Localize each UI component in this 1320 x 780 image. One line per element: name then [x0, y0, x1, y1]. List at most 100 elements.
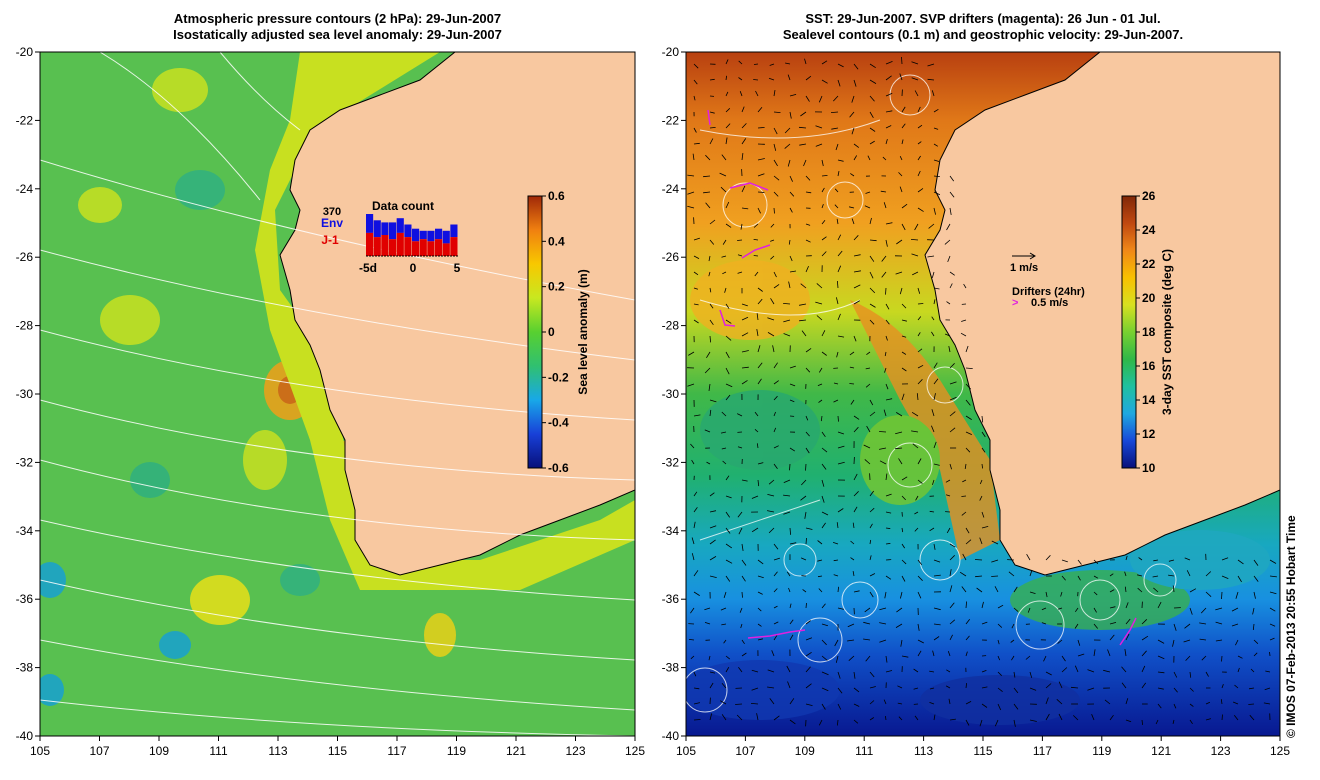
- velocity-arrow: [725, 319, 732, 324]
- velocity-arrow: [801, 479, 807, 486]
- velocity-arrow: [741, 366, 749, 369]
- velocity-arrow: [789, 270, 797, 273]
- inset-bar-j1: [427, 241, 435, 256]
- velocity-arrow: [725, 543, 733, 549]
- velocity-arrow: [723, 591, 727, 599]
- velocity-arrow: [853, 254, 861, 257]
- velocity-arrow: [768, 479, 775, 485]
- velocity-arrow: [946, 527, 951, 534]
- velocity-arrow: [885, 493, 892, 497]
- velocity-arrow: [1125, 618, 1131, 625]
- velocity-arrow: [949, 543, 956, 548]
- velocity-arrow: [850, 399, 855, 405]
- left-map: [40, 52, 635, 736]
- velocity-arrow: [693, 319, 699, 324]
- velocity-arrow: [949, 555, 955, 561]
- velocity-arrow: [1269, 637, 1275, 641]
- velocity-arrow: [757, 207, 761, 214]
- velocity-arrow: [851, 95, 855, 103]
- velocity-arrow: [1221, 714, 1223, 721]
- velocity-arrow: [821, 671, 829, 676]
- velocity-arrow: [1093, 607, 1097, 613]
- velocity-arrow: [756, 443, 759, 449]
- velocity-arrow: [949, 602, 955, 609]
- velocity-arrow: [853, 590, 860, 593]
- velocity-arrow: [879, 460, 887, 465]
- velocity-arrow: [947, 650, 951, 657]
- velocity-arrow: [789, 383, 796, 387]
- velocity-arrow: [772, 345, 775, 353]
- velocity-arrow: [965, 539, 972, 545]
- velocity-arrow: [835, 655, 839, 663]
- velocity-arrow: [917, 650, 922, 657]
- right-ytick-label: -36: [662, 592, 680, 606]
- velocity-arrow: [853, 506, 858, 513]
- velocity-arrow: [901, 319, 907, 322]
- velocity-arrow: [1093, 623, 1099, 629]
- velocity-arrow: [885, 61, 893, 65]
- velocity-arrow: [837, 586, 839, 593]
- velocity-arrow: [927, 78, 935, 81]
- velocity-arrow: [1029, 569, 1033, 577]
- velocity-arrow: [853, 719, 859, 724]
- velocity-arrow: [899, 287, 903, 295]
- right-ytick-label: -40: [662, 729, 680, 743]
- velocity-arrow: [725, 383, 733, 388]
- velocity-arrow: [879, 607, 887, 611]
- velocity-arrow: [949, 381, 957, 385]
- velocity-arrow: [851, 127, 855, 135]
- velocity-arrow: [981, 447, 986, 453]
- velocity-arrow: [852, 522, 855, 529]
- velocity-arrow: [789, 399, 795, 403]
- velocity-arrow: [869, 239, 877, 242]
- velocity-arrow: [914, 511, 919, 515]
- velocity-arrow: [901, 139, 904, 145]
- velocity-arrow: [720, 431, 727, 434]
- velocity-arrow: [836, 351, 839, 358]
- velocity-arrow: [1025, 655, 1031, 660]
- velocity-arrow: [757, 591, 763, 595]
- right-xtick-label: 117: [1033, 744, 1052, 758]
- velocity-arrow: [853, 63, 859, 70]
- velocity-arrow: [786, 665, 791, 673]
- velocity-arrow: [687, 191, 695, 195]
- velocity-arrow: [821, 187, 825, 193]
- inset-bar-env: [442, 230, 450, 244]
- velocity-arrow: [981, 670, 987, 673]
- velocity-arrow: [737, 254, 743, 257]
- velocity-arrow: [741, 138, 747, 145]
- velocity-arrow: [946, 301, 951, 305]
- velocity-arrow: [834, 639, 839, 647]
- velocity-arrow: [1124, 649, 1127, 657]
- velocity-arrow: [709, 671, 716, 674]
- velocity-arrow: [1141, 719, 1143, 725]
- velocity-arrow: [965, 618, 971, 625]
- velocity-arrow: [869, 255, 875, 262]
- velocity-arrow: [1013, 671, 1016, 678]
- velocity-arrow: [837, 79, 841, 87]
- velocity-arrow: [981, 526, 989, 529]
- velocity-arrow: [912, 271, 919, 276]
- left-title-line2: Isostatically adjusted sea level anomaly…: [173, 27, 502, 42]
- inset-bar-j1: [450, 237, 458, 256]
- velocity-arrow: [1250, 668, 1255, 673]
- velocity-arrow: [1121, 682, 1127, 689]
- velocity-arrow: [815, 143, 823, 147]
- velocity-arrow: [757, 345, 761, 353]
- velocity-arrow: [704, 429, 711, 433]
- velocity-arrow: [821, 479, 825, 487]
- velocity-arrow: [865, 191, 871, 194]
- velocity-arrow: [750, 703, 759, 705]
- velocity-arrow: [817, 575, 823, 578]
- velocity-arrow: [1013, 719, 1016, 727]
- velocity-arrow: [709, 682, 714, 689]
- velocity-arrow: [933, 441, 937, 449]
- velocity-arrow: [929, 670, 935, 673]
- right-ytick-label: -22: [662, 113, 680, 127]
- velocity-arrow: [770, 223, 775, 228]
- velocity-arrow: [751, 687, 759, 691]
- left-xtick-label: 113: [268, 744, 287, 758]
- velocity-arrow: [933, 108, 939, 113]
- velocity-arrow: [721, 255, 727, 258]
- velocity-arrow: [949, 411, 956, 417]
